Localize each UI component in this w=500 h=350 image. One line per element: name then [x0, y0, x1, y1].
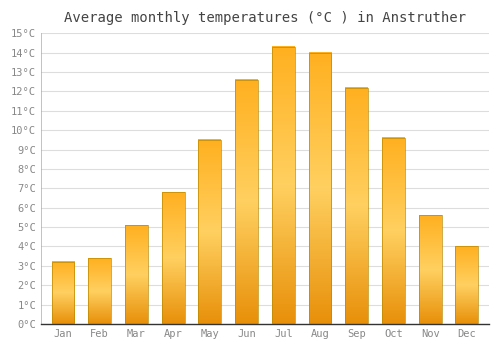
Bar — [419, 216, 442, 324]
Bar — [456, 246, 478, 324]
Bar — [88, 258, 111, 324]
Bar — [198, 140, 221, 324]
Title: Average monthly temperatures (°C ) in Anstruther: Average monthly temperatures (°C ) in An… — [64, 11, 466, 25]
Bar — [346, 88, 368, 324]
Bar — [382, 138, 405, 324]
Bar — [125, 225, 148, 324]
Bar — [272, 47, 294, 324]
Bar — [308, 52, 332, 324]
Bar — [52, 262, 74, 324]
Bar — [235, 80, 258, 324]
Bar — [162, 192, 184, 324]
